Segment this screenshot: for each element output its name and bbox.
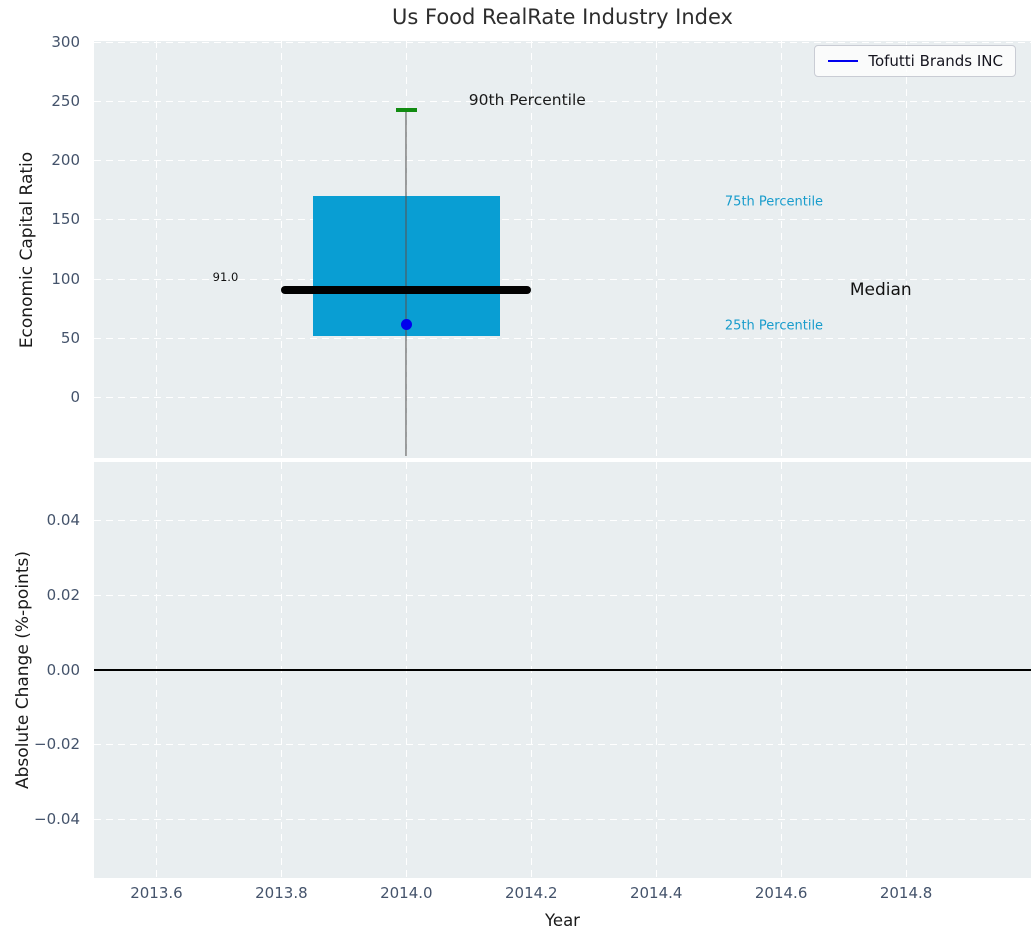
annotation-75th-percentile: 75th Percentile (724, 194, 824, 210)
x-tick-label: 2014.6 (754, 884, 808, 902)
y-tick-label: 0 (70, 387, 80, 406)
gridline-horizontal (94, 219, 1031, 221)
gridline-horizontal (94, 519, 1031, 521)
gridline-horizontal (94, 337, 1031, 339)
y-tick-label: 0.02 (46, 585, 80, 604)
y-tick-label: 150 (51, 210, 80, 229)
y-tick-label: 300 (51, 33, 80, 52)
gridline-horizontal (94, 42, 1031, 44)
legend-label: Tofutti Brands INC (868, 52, 1003, 70)
x-tick-label: 2014.4 (629, 884, 683, 902)
x-tick-label: 2014.2 (505, 884, 558, 902)
annotation-25th-percentile: 25th Percentile (724, 318, 824, 334)
ylabel-economic-capital-ratio: Economic Capital Ratio (17, 151, 37, 349)
axes-absolute-change (94, 462, 1031, 878)
axes-economic-capital-ratio: 90th Percentile 75th Percentile Median 25th… (94, 41, 1031, 458)
gridline-horizontal (94, 594, 1031, 596)
boxplot-median-line (281, 285, 532, 294)
annotation-91-0: 91.0 (212, 269, 239, 284)
gridline-vertical (780, 41, 782, 458)
y-tick-label: −0.04 (34, 810, 80, 829)
gridline-horizontal (94, 160, 1031, 162)
gridline-horizontal (94, 278, 1031, 280)
company-data-point (400, 318, 412, 330)
gridline-vertical (655, 41, 657, 458)
annotation-median: Median (849, 279, 912, 300)
y-tick-label: 250 (51, 92, 80, 111)
xlabel-year: Year (545, 911, 580, 930)
gridline-horizontal (94, 744, 1031, 746)
legend-line-sample (828, 60, 859, 62)
annotation-90th-percentile: 90th Percentile (468, 91, 586, 110)
y-tick-label: 0.00 (46, 660, 80, 679)
gridline-horizontal (94, 819, 1031, 821)
gridline-vertical (155, 41, 157, 458)
gridline-horizontal (94, 101, 1031, 103)
zero-reference-line (94, 669, 1031, 671)
gridline-vertical (905, 41, 907, 458)
x-tick-label: 2013.8 (255, 884, 308, 902)
chart-title: Us Food RealRate Industry Index (392, 5, 733, 29)
gridline-horizontal (94, 396, 1031, 398)
x-tick-label: 2014.0 (380, 884, 433, 902)
boxplot-whisker-line (405, 109, 408, 457)
y-tick-label: 50 (60, 328, 80, 347)
boxplot-90th-percentile-cap (395, 108, 417, 112)
gridline-vertical (280, 41, 282, 458)
gridline-vertical (530, 41, 532, 458)
y-tick-label: 200 (51, 151, 80, 170)
legend: Tofutti Brands INC (814, 45, 1016, 77)
y-tick-label: 100 (51, 269, 80, 288)
x-tick-label: 2013.6 (130, 884, 183, 902)
y-tick-label: 0.04 (46, 510, 80, 529)
x-tick-label: 2014.8 (879, 884, 933, 902)
y-tick-label: −0.02 (34, 735, 80, 754)
